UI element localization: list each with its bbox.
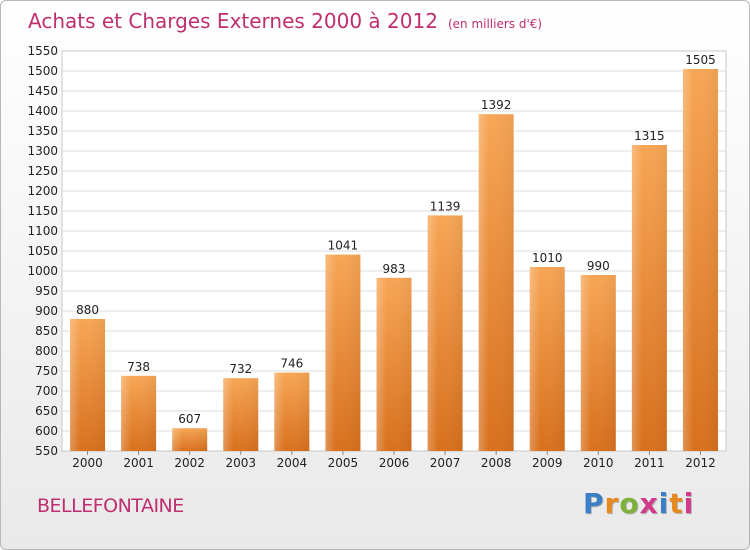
logo-letter: t [669,487,684,520]
y-tick-label: 1500 [27,64,58,78]
x-tick-label: 2000 [72,456,103,470]
x-tick-label: 2002 [174,456,205,470]
y-tick-label: 550 [35,444,58,458]
y-tick-label: 1300 [27,144,58,158]
bar-shading [223,378,259,451]
x-tick-label: 2011 [634,456,665,470]
bar-shading [529,267,565,451]
logo-letter: x [639,487,659,520]
x-tick-label: 2007 [430,456,461,470]
y-tick-label: 900 [35,304,58,318]
bar-value-label: 1041 [328,239,359,253]
bar-2008: 1392 [478,98,514,451]
x-tick-label: 2006 [379,456,410,470]
y-tick-label: 1550 [27,44,58,58]
city-name: BELLEFONTAINE [37,495,184,517]
y-axis: 550 600 650 700 750 800 850 900 950 1000 1050 1100 1… [27,44,58,458]
y-tick-label: 1400 [27,104,58,118]
bar-2000: 880 [70,303,106,451]
bar-value-label: 880 [76,303,99,317]
bar-value-label: 1505 [685,53,716,67]
logo-letter: o [619,487,640,520]
y-tick-label: 1150 [27,204,58,218]
y-tick-label: 750 [35,364,58,378]
bar-value-label: 607 [178,412,201,426]
bar-value-label: 983 [383,262,406,276]
bar-2002: 607 [172,412,208,451]
y-tick-label: 950 [35,284,58,298]
y-tick-label: 1250 [27,164,58,178]
bar-shading [580,275,616,451]
y-tick-label: 1000 [27,264,58,278]
bar-shading [121,375,157,451]
bar-shading [478,114,514,451]
x-tick-label: 2001 [123,456,154,470]
bar-shading [376,277,412,451]
bar-value-label: 1315 [634,129,665,143]
bar-shading [325,254,361,451]
bar-2007: 1139 [427,199,463,451]
bar-2005: 1041 [325,239,361,451]
bar-shading [427,215,463,451]
y-tick-label: 650 [35,404,58,418]
bar-2011: 1315 [631,129,667,451]
bar-2006: 983 [376,262,412,451]
proxiti-logo: Proxiti [583,487,694,520]
bar-shading [274,372,310,451]
x-tick-label: 2005 [328,456,359,470]
y-tick-label: 700 [35,384,58,398]
x-tick-label: 2012 [685,456,716,470]
bar-shading [631,145,667,451]
bar-2001: 738 [121,360,157,451]
bar-value-label: 1392 [481,98,512,112]
x-tick-label: 2003 [225,456,256,470]
bar-2003: 732 [223,362,259,451]
chart-title-text: Achats et Charges Externes 2000 à 2012 [28,9,438,33]
bar-value-label: 738 [127,360,150,374]
bars: 880 738 607 732 746 1041 983 1139 1392 1010 990 131… [70,53,718,451]
bar-value-label: 746 [280,357,303,371]
chart-subtitle: (en milliers d'€) [447,17,543,31]
y-tick-label: 1100 [27,224,58,238]
y-tick-label: 1200 [27,184,58,198]
y-tick-label: 600 [35,424,58,438]
logo-letter: P [583,487,605,520]
x-tick-label: 2004 [277,456,308,470]
bar-2004: 746 [274,357,310,451]
bar-shading [682,69,718,451]
y-tick-label: 1050 [27,244,58,258]
x-tick-label: 2009 [532,456,563,470]
bar-shading [172,428,208,451]
y-tick-label: 850 [35,324,58,338]
y-tick-label: 800 [35,344,58,358]
bar-2012: 1505 [682,53,718,451]
x-tick-label: 2008 [481,456,512,470]
chart-title: Achats et Charges Externes 2000 à 2012 (e… [28,9,542,33]
bar-value-label: 1139 [430,199,461,213]
x-tick-label: 2010 [583,456,614,470]
bar-value-label: 990 [587,259,610,273]
x-axis: 2000 2001 2002 2003 2004 2005 2006 2007 2008 2009… [72,451,716,470]
bar-value-label: 732 [229,362,252,376]
bar-2010: 990 [580,259,616,451]
y-tick-label: 1350 [27,124,58,138]
logo-letter: i [683,487,695,520]
bar-2009: 1010 [529,251,565,451]
logo-letter: i [658,487,670,520]
bar-value-label: 1010 [532,251,563,265]
bar-shading [70,319,106,451]
y-tick-label: 1450 [27,84,58,98]
logo-letter: r [604,487,620,520]
